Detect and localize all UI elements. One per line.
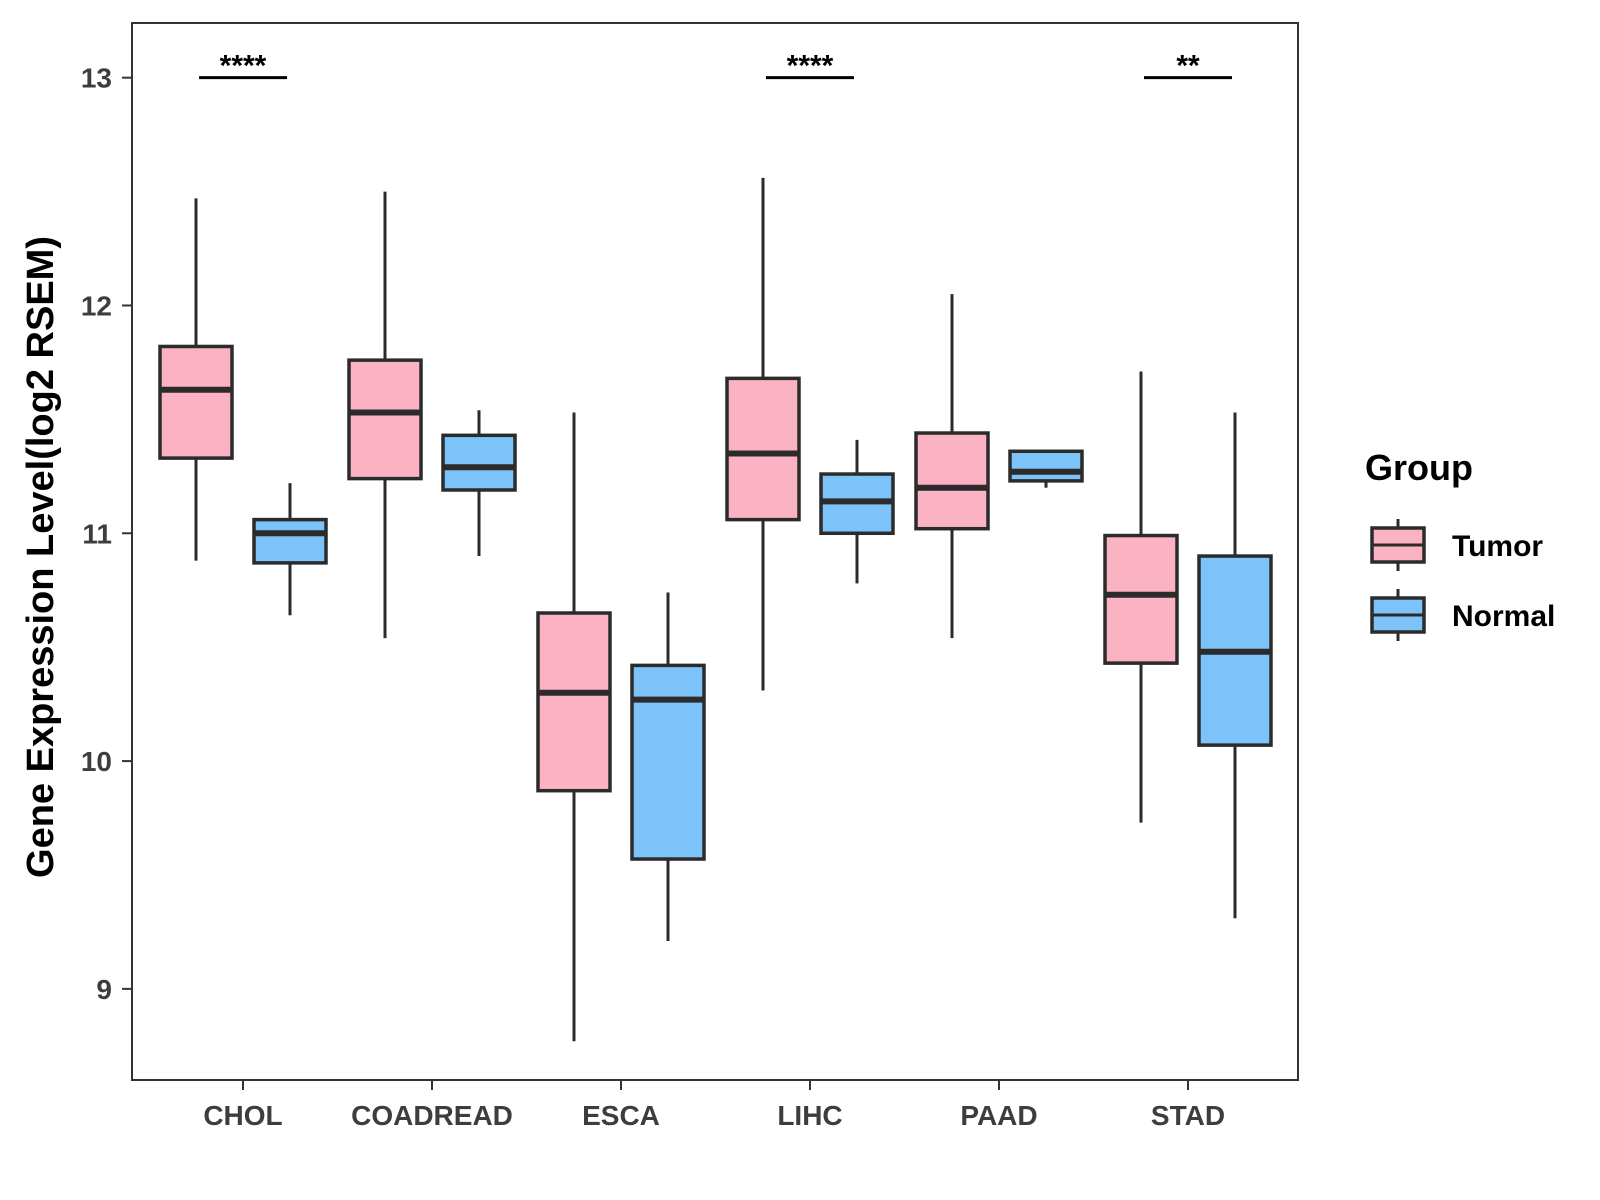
y-tick-label: 9 <box>96 974 112 1005</box>
box-iqr <box>158 344 234 460</box>
x-axis: CHOL COADREAD ESCA LIHC PAAD STAD <box>203 1080 1225 1131</box>
x-tick-label-paad: PAAD <box>960 1100 1037 1131</box>
y-tick-label: 11 <box>82 518 112 549</box>
y-axis: 9 10 11 12 13 <box>81 63 132 1005</box>
significance-label: **** <box>220 50 267 83</box>
legend-item-tumor: Tumor <box>1370 519 1543 571</box>
box-normal-paad <box>1008 449 1084 488</box>
box-tumor-lihc <box>725 177 801 691</box>
box-iqr <box>914 431 990 531</box>
significance-label: **** <box>787 50 834 83</box>
box-tumor-chol <box>158 198 234 561</box>
box-normal-lihc <box>819 439 895 584</box>
legend-title: Group <box>1365 447 1473 488</box>
significance-label: ** <box>1176 50 1200 83</box>
box-iqr <box>347 358 423 481</box>
x-tick-label-esca: ESCA <box>582 1100 660 1131</box>
legend-label: Normal <box>1452 600 1555 633</box>
box-tumor-stad <box>1103 371 1179 823</box>
legend-label: Tumor <box>1452 530 1543 563</box>
box-iqr <box>1008 449 1084 483</box>
y-tick-label: 12 <box>81 290 112 321</box>
box-tumor-coadread <box>347 191 423 639</box>
box-iqr <box>536 611 612 793</box>
panel-border <box>131 22 1299 1081</box>
x-tick-label-chol: CHOL <box>203 1100 282 1131</box>
box-normal-coadread <box>441 410 517 557</box>
box-normal-esca <box>630 592 706 942</box>
box-tumor-paad <box>914 294 990 639</box>
plot-area: **** **** ** <box>131 22 1299 1081</box>
box-tumor-esca <box>536 412 612 1042</box>
legend-item-normal: Normal <box>1370 589 1555 641</box>
x-tick-label-stad: STAD <box>1151 1100 1225 1131</box>
y-tick-label: 10 <box>81 746 112 777</box>
y-axis-title: Gene Expression Level(log2 RSEM) <box>20 236 62 878</box>
x-tick-label-lihc: LIHC <box>777 1100 842 1131</box>
x-tick-label-coadread: COADREAD <box>351 1100 513 1131</box>
box-iqr <box>252 517 328 565</box>
box-iqr <box>1103 533 1179 665</box>
box-normal-chol <box>252 483 328 616</box>
box-iqr <box>441 433 517 492</box>
y-tick-label: 13 <box>81 63 112 94</box>
box-normal-stad <box>1197 412 1273 919</box>
box-iqr <box>725 376 801 522</box>
box-iqr <box>630 663 706 861</box>
legend: Group Tumor Normal <box>1365 447 1555 641</box>
